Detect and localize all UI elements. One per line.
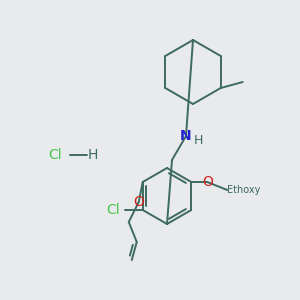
Text: O: O	[133, 195, 144, 209]
Text: N: N	[180, 129, 192, 143]
Text: H: H	[88, 148, 98, 162]
Text: H: H	[193, 134, 203, 146]
Text: O: O	[202, 175, 213, 189]
Text: Cl: Cl	[48, 148, 62, 162]
Text: Cl: Cl	[106, 203, 120, 217]
Text: Ethoxy: Ethoxy	[226, 185, 260, 195]
